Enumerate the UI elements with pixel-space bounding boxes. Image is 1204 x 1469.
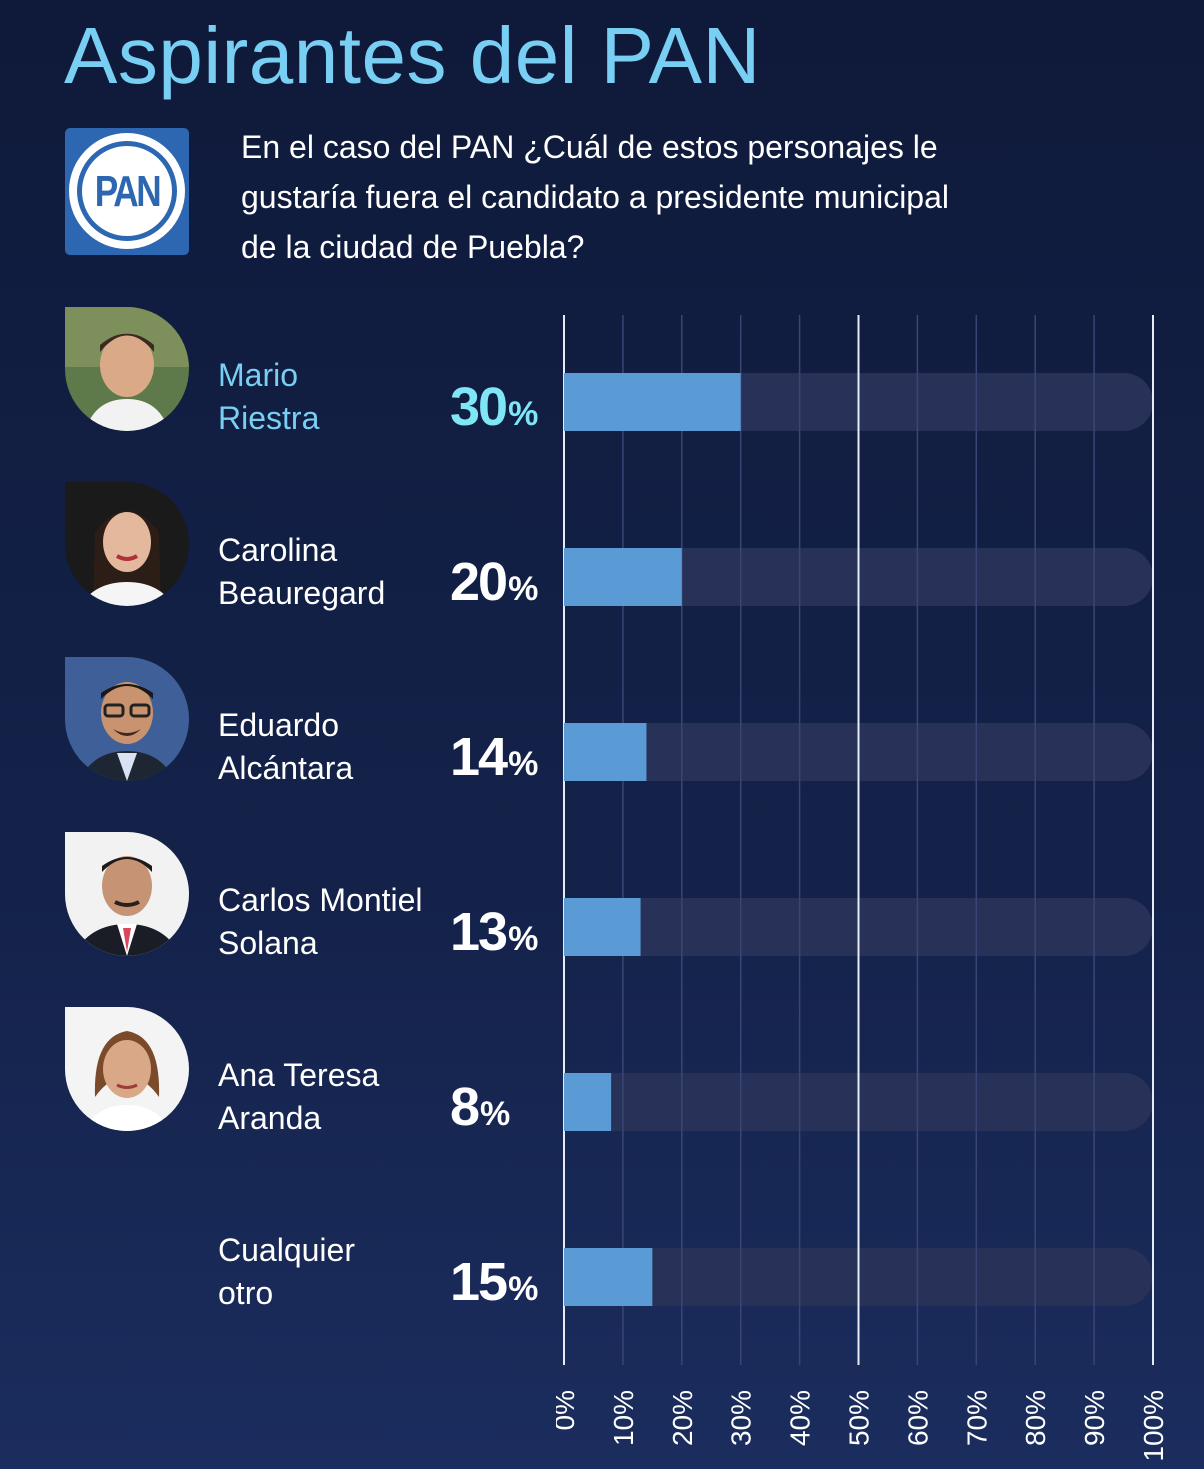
name-carlos-montiel-solana: Carlos Montiel Solana <box>218 879 458 965</box>
name-cualquier-otro: Cualquier otro <box>218 1229 458 1315</box>
tick-label: 90% <box>1079 1390 1110 1446</box>
name-ana-teresa-aranda: Ana Teresa Aranda <box>218 1054 458 1140</box>
logo-text: PAN <box>94 167 162 216</box>
tick-label: 50% <box>844 1390 875 1446</box>
avatar-mario-riestra <box>65 307 189 431</box>
pct-label-mario-riestra: 30% <box>450 376 539 437</box>
name-line1: Carolina <box>218 532 338 568</box>
name-line1: Cualquier <box>218 1232 355 1268</box>
name-line2: Aranda <box>218 1100 322 1136</box>
name-line2: Riestra <box>218 400 320 436</box>
avatar-ana-teresa-aranda <box>65 1007 189 1131</box>
avatar-carlos-montiel-solana <box>65 832 189 956</box>
pct-value: 20 <box>450 552 508 612</box>
logo-ring-inner <box>77 141 177 241</box>
bar-chart: 0% 10% 20% 30% 40% 50% 60% 70% 80% 90% 100% <box>556 315 1166 1460</box>
avatar-carolina-beauregard <box>65 482 189 606</box>
pct-label-carolina-beauregard: 20% <box>450 551 539 612</box>
avatar-eduardo-alcantara <box>65 657 189 781</box>
name-line1: Carlos Montiel <box>218 882 423 918</box>
bar <box>564 1073 612 1131</box>
name-line2: otro <box>218 1275 274 1311</box>
name-line1: Ana Teresa <box>218 1057 380 1093</box>
pct-value: 15 <box>450 1252 508 1312</box>
name-line2: Beauregard <box>218 575 386 611</box>
tick-label: 60% <box>902 1390 933 1446</box>
name-line2: Alcántara <box>218 750 354 786</box>
question-text: En el caso del PAN ¿Cuál de estos person… <box>241 129 949 265</box>
name-mario-riestra: Mario Riestra <box>218 354 458 440</box>
bar <box>564 1248 653 1306</box>
pan-logo: PAN <box>65 128 189 255</box>
bar <box>564 723 647 781</box>
pct-symbol: % <box>508 745 539 783</box>
bar <box>564 548 682 606</box>
tick-label: 40% <box>785 1390 816 1446</box>
name-eduardo-alcantara: Eduardo Alcántara <box>218 704 458 790</box>
tick-label: 20% <box>667 1390 698 1446</box>
pct-value: 8 <box>450 1077 480 1137</box>
tick-label: 0% <box>556 1390 580 1430</box>
pct-symbol: % <box>480 1095 511 1133</box>
pct-label-cualquier-otro: 15% <box>450 1251 539 1312</box>
pct-symbol: % <box>508 395 539 433</box>
tick-label: 30% <box>726 1390 757 1446</box>
pct-value: 14 <box>450 727 508 787</box>
bar <box>564 898 641 956</box>
tick-label: 70% <box>961 1390 992 1446</box>
pct-value: 30 <box>450 377 508 437</box>
tick-label: 10% <box>608 1390 639 1446</box>
name-line1: Mario <box>218 357 299 393</box>
pct-label-eduardo-alcantara: 14% <box>450 726 539 787</box>
pct-symbol: % <box>508 1270 539 1308</box>
pct-symbol: % <box>508 570 539 608</box>
bar <box>564 373 741 431</box>
chart-title: Aspirantes del PAN <box>64 11 761 100</box>
pct-label-carlos-montiel-solana: 13% <box>450 901 539 962</box>
pct-value: 13 <box>450 902 508 962</box>
name-line1: Eduardo <box>218 707 339 743</box>
tick-label: 100% <box>1138 1390 1166 1460</box>
tick-label: 80% <box>1020 1390 1051 1446</box>
name-line2: Solana <box>218 925 318 961</box>
name-carolina-beauregard: Carolina Beauregard <box>218 529 458 615</box>
pct-label-ana-teresa-aranda: 8% <box>450 1076 511 1137</box>
pct-symbol: % <box>508 920 539 958</box>
